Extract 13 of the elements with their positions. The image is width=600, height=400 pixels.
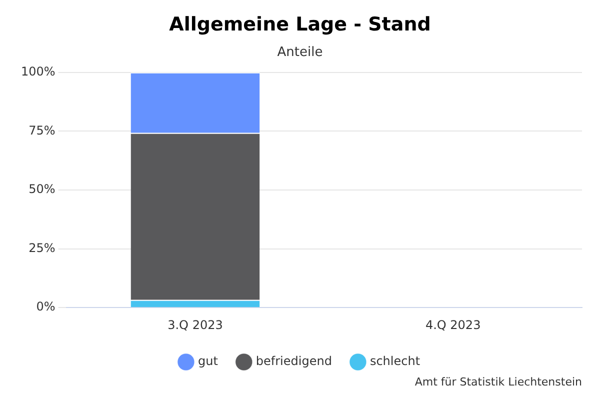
y-tick-label: 25% bbox=[28, 240, 56, 255]
legend-label: gut bbox=[198, 354, 218, 368]
chart-subtitle: Anteile bbox=[277, 44, 323, 60]
text: Amt für Statistik Liechtenstein bbox=[414, 375, 582, 388]
legend-label: schlecht bbox=[370, 354, 420, 368]
y-tick-label: 0% bbox=[36, 300, 56, 314]
chart-title: Allgemeine Lage - Stand bbox=[169, 13, 431, 36]
x-tick-label: 3.Q 2023 bbox=[168, 318, 223, 332]
legend-label: befriedigend bbox=[256, 354, 332, 368]
y-tick-label: 100% bbox=[20, 64, 56, 79]
y-tick-label: 50% bbox=[28, 182, 56, 196]
x-tick-label: 4.Q 2023 bbox=[425, 318, 481, 332]
y-tick-label: 75% bbox=[28, 123, 56, 138]
